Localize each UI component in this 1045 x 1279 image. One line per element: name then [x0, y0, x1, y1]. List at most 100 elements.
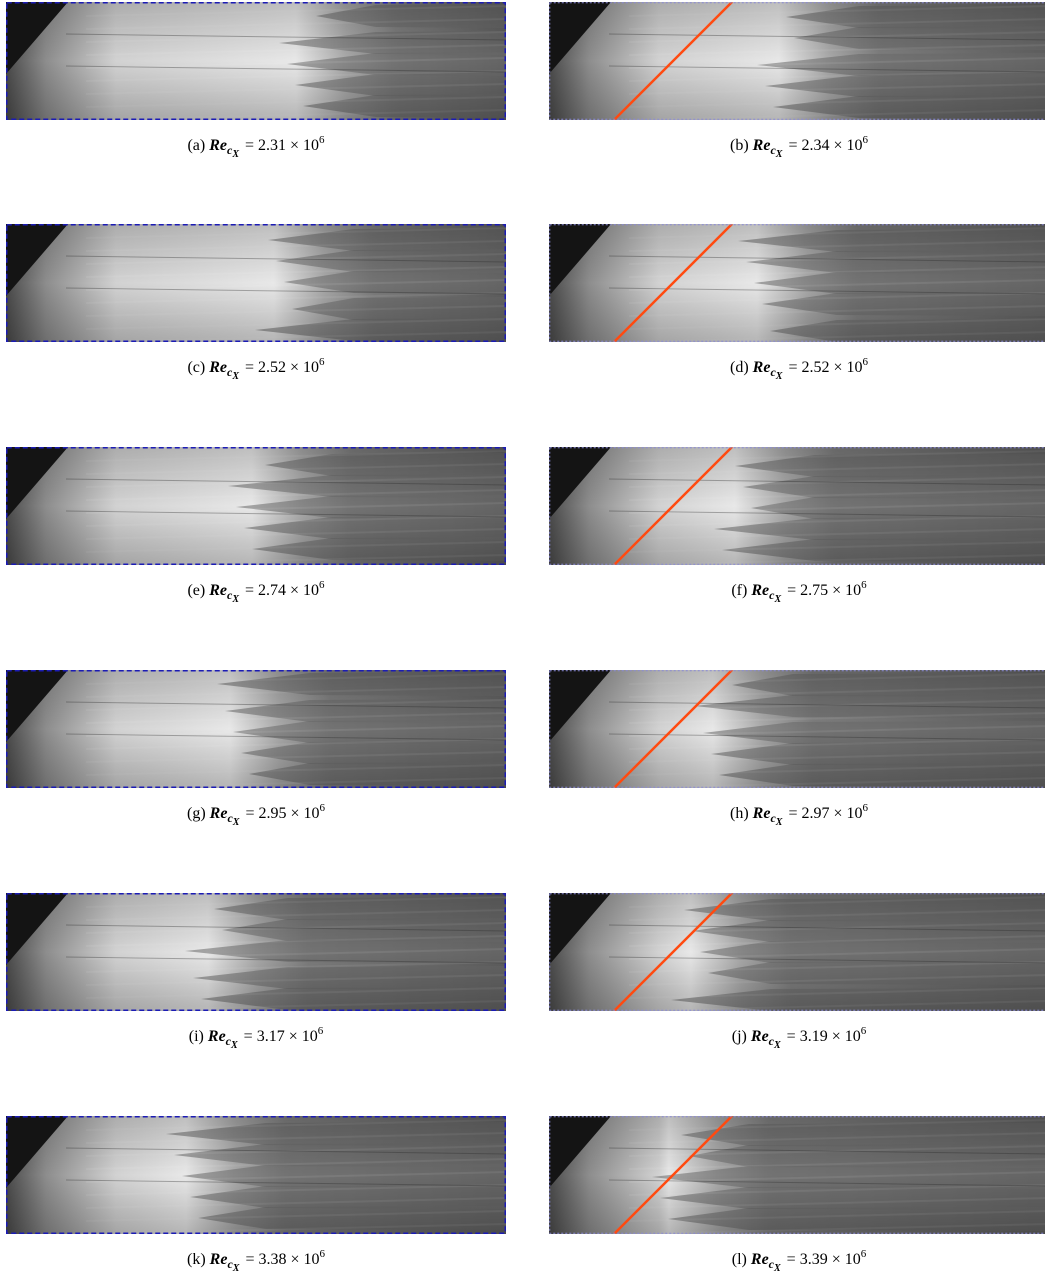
- reynolds-value: = 2.31 × 106: [245, 134, 325, 154]
- figure-panel: (e) RecX = 2.74 × 106: [6, 447, 506, 605]
- dark-corner: [549, 224, 611, 296]
- panel-label: (f): [731, 582, 748, 599]
- flow-visualization-image: [6, 893, 506, 1011]
- reynolds-symbol: RecX: [207, 1028, 238, 1051]
- figure-panel: (b) RecX= 2.34 × 106: [549, 2, 1045, 160]
- flow-visualization-image: [6, 224, 506, 342]
- reynolds-symbol: RecX: [752, 137, 783, 160]
- panel-label: (i): [188, 1028, 204, 1045]
- figure-panel: (c) RecX = 2.52 × 106: [6, 224, 506, 382]
- reynolds-value: = 2.97 × 106: [788, 802, 868, 822]
- reynolds-value: = 3.38 × 106: [245, 1248, 325, 1268]
- reference-line: [613, 893, 733, 1011]
- panel-frame: [6, 224, 506, 342]
- panel-frame: [6, 1116, 506, 1234]
- figure-panel: (g) RecX= 2.95 × 106: [6, 670, 506, 828]
- panel-caption: (e) RecX = 2.74 × 106: [6, 575, 506, 610]
- panel-caption: (d) RecX= 2.52 × 106: [549, 352, 1045, 387]
- panel-label: (c): [187, 359, 206, 376]
- vignette: [6, 224, 506, 342]
- vignette: [6, 1116, 506, 1234]
- panel-caption: (b) RecX= 2.34 × 106: [549, 130, 1045, 165]
- reynolds-symbol: RecX: [209, 1251, 240, 1274]
- dark-corner: [549, 2, 611, 74]
- reynolds-symbol: RecX: [750, 1251, 781, 1274]
- panel-label: (a): [187, 137, 206, 154]
- vignette: [549, 893, 1045, 1011]
- panel-label: (b): [730, 137, 749, 154]
- reynolds-symbol: RecX: [750, 1028, 781, 1051]
- dark-corner: [6, 670, 68, 742]
- figure-panel: (j) RecX= 3.19 × 106: [549, 893, 1045, 1051]
- dark-corner: [6, 447, 68, 519]
- figure-panel: (l) RecX= 3.39 × 106: [549, 1116, 1045, 1274]
- flow-visualization-image: [549, 670, 1045, 788]
- vignette: [549, 2, 1045, 120]
- panel-frame: [549, 670, 1045, 788]
- reynolds-symbol: RecX: [209, 582, 239, 605]
- figure-panel: (h) RecX= 2.97 × 106: [549, 670, 1045, 828]
- reynolds-value: = 2.74 × 106: [245, 579, 325, 599]
- reynolds-symbol: RecX: [209, 359, 239, 382]
- vignette: [549, 1116, 1045, 1234]
- reference-line: [613, 224, 733, 342]
- panel-label: (j): [731, 1028, 747, 1045]
- panel-label: (d): [730, 359, 749, 376]
- reynolds-value: = 3.39 × 106: [786, 1248, 867, 1268]
- vignette: [6, 670, 506, 788]
- panel-label: (e): [187, 582, 206, 599]
- panel-label: (h): [730, 805, 749, 822]
- panel-frame: [6, 893, 506, 1011]
- vignette: [549, 447, 1045, 565]
- panel-frame: [6, 2, 506, 120]
- figure-panel: (d) RecX= 2.52 × 106: [549, 224, 1045, 382]
- reynolds-symbol: RecX: [752, 805, 783, 828]
- panel-frame: [549, 1116, 1045, 1234]
- panel-frame: [549, 224, 1045, 342]
- vignette: [6, 2, 506, 120]
- flow-visualization-image: [6, 1116, 506, 1234]
- reynolds-value: = 2.75 × 106: [787, 579, 867, 599]
- figure-panel: (i) RecX= 3.17 × 106: [6, 893, 506, 1051]
- panel-caption: (i) RecX= 3.17 × 106: [6, 1021, 506, 1056]
- panel-frame: [549, 2, 1045, 120]
- flow-visualization-image: [549, 447, 1045, 565]
- reynolds-value: = 3.19 × 106: [786, 1025, 867, 1045]
- panel-caption: (k) RecX= 3.38 × 106: [6, 1244, 506, 1279]
- dark-corner: [549, 447, 611, 519]
- reference-line: [613, 1116, 733, 1234]
- dark-corner: [6, 893, 68, 965]
- reynolds-symbol: RecX: [209, 805, 240, 828]
- vignette: [6, 893, 506, 1011]
- dark-corner: [6, 224, 68, 296]
- dark-corner: [6, 2, 68, 74]
- panel-label: (k): [187, 1251, 206, 1268]
- figure-panel: (a) RecX = 2.31 × 106: [6, 2, 506, 160]
- flow-visualization-image: [549, 2, 1045, 120]
- panel-frame: [6, 670, 506, 788]
- panel-caption: (f) RecX= 2.75 × 106: [549, 575, 1045, 610]
- panel-caption: (j) RecX= 3.19 × 106: [549, 1021, 1045, 1056]
- panel-label: (l): [731, 1251, 747, 1268]
- reynolds-value: = 3.17 × 106: [243, 1025, 324, 1045]
- flow-visualization-image: [6, 2, 506, 120]
- panel-caption: (c) RecX = 2.52 × 106: [6, 352, 506, 387]
- figure-panel: (f) RecX= 2.75 × 106: [549, 447, 1045, 605]
- dark-corner: [549, 893, 611, 965]
- flow-visualization-image: [6, 670, 506, 788]
- panel-caption: (h) RecX= 2.97 × 106: [549, 798, 1045, 833]
- figure-panel: (k) RecX= 3.38 × 106: [6, 1116, 506, 1274]
- flow-visualization-image: [6, 447, 506, 565]
- reference-line: [613, 2, 733, 120]
- reynolds-value: = 2.52 × 106: [245, 356, 325, 376]
- panel-frame: [6, 447, 506, 565]
- panel-caption: (g) RecX= 2.95 × 106: [6, 798, 506, 833]
- flow-visualization-image: [549, 893, 1045, 1011]
- reynolds-symbol: RecX: [751, 582, 782, 605]
- dark-corner: [549, 670, 611, 742]
- reynolds-value: = 2.95 × 106: [245, 802, 325, 822]
- panel-caption: (a) RecX = 2.31 × 106: [6, 130, 506, 165]
- flow-visualization-image: [549, 1116, 1045, 1234]
- reference-line: [613, 447, 733, 565]
